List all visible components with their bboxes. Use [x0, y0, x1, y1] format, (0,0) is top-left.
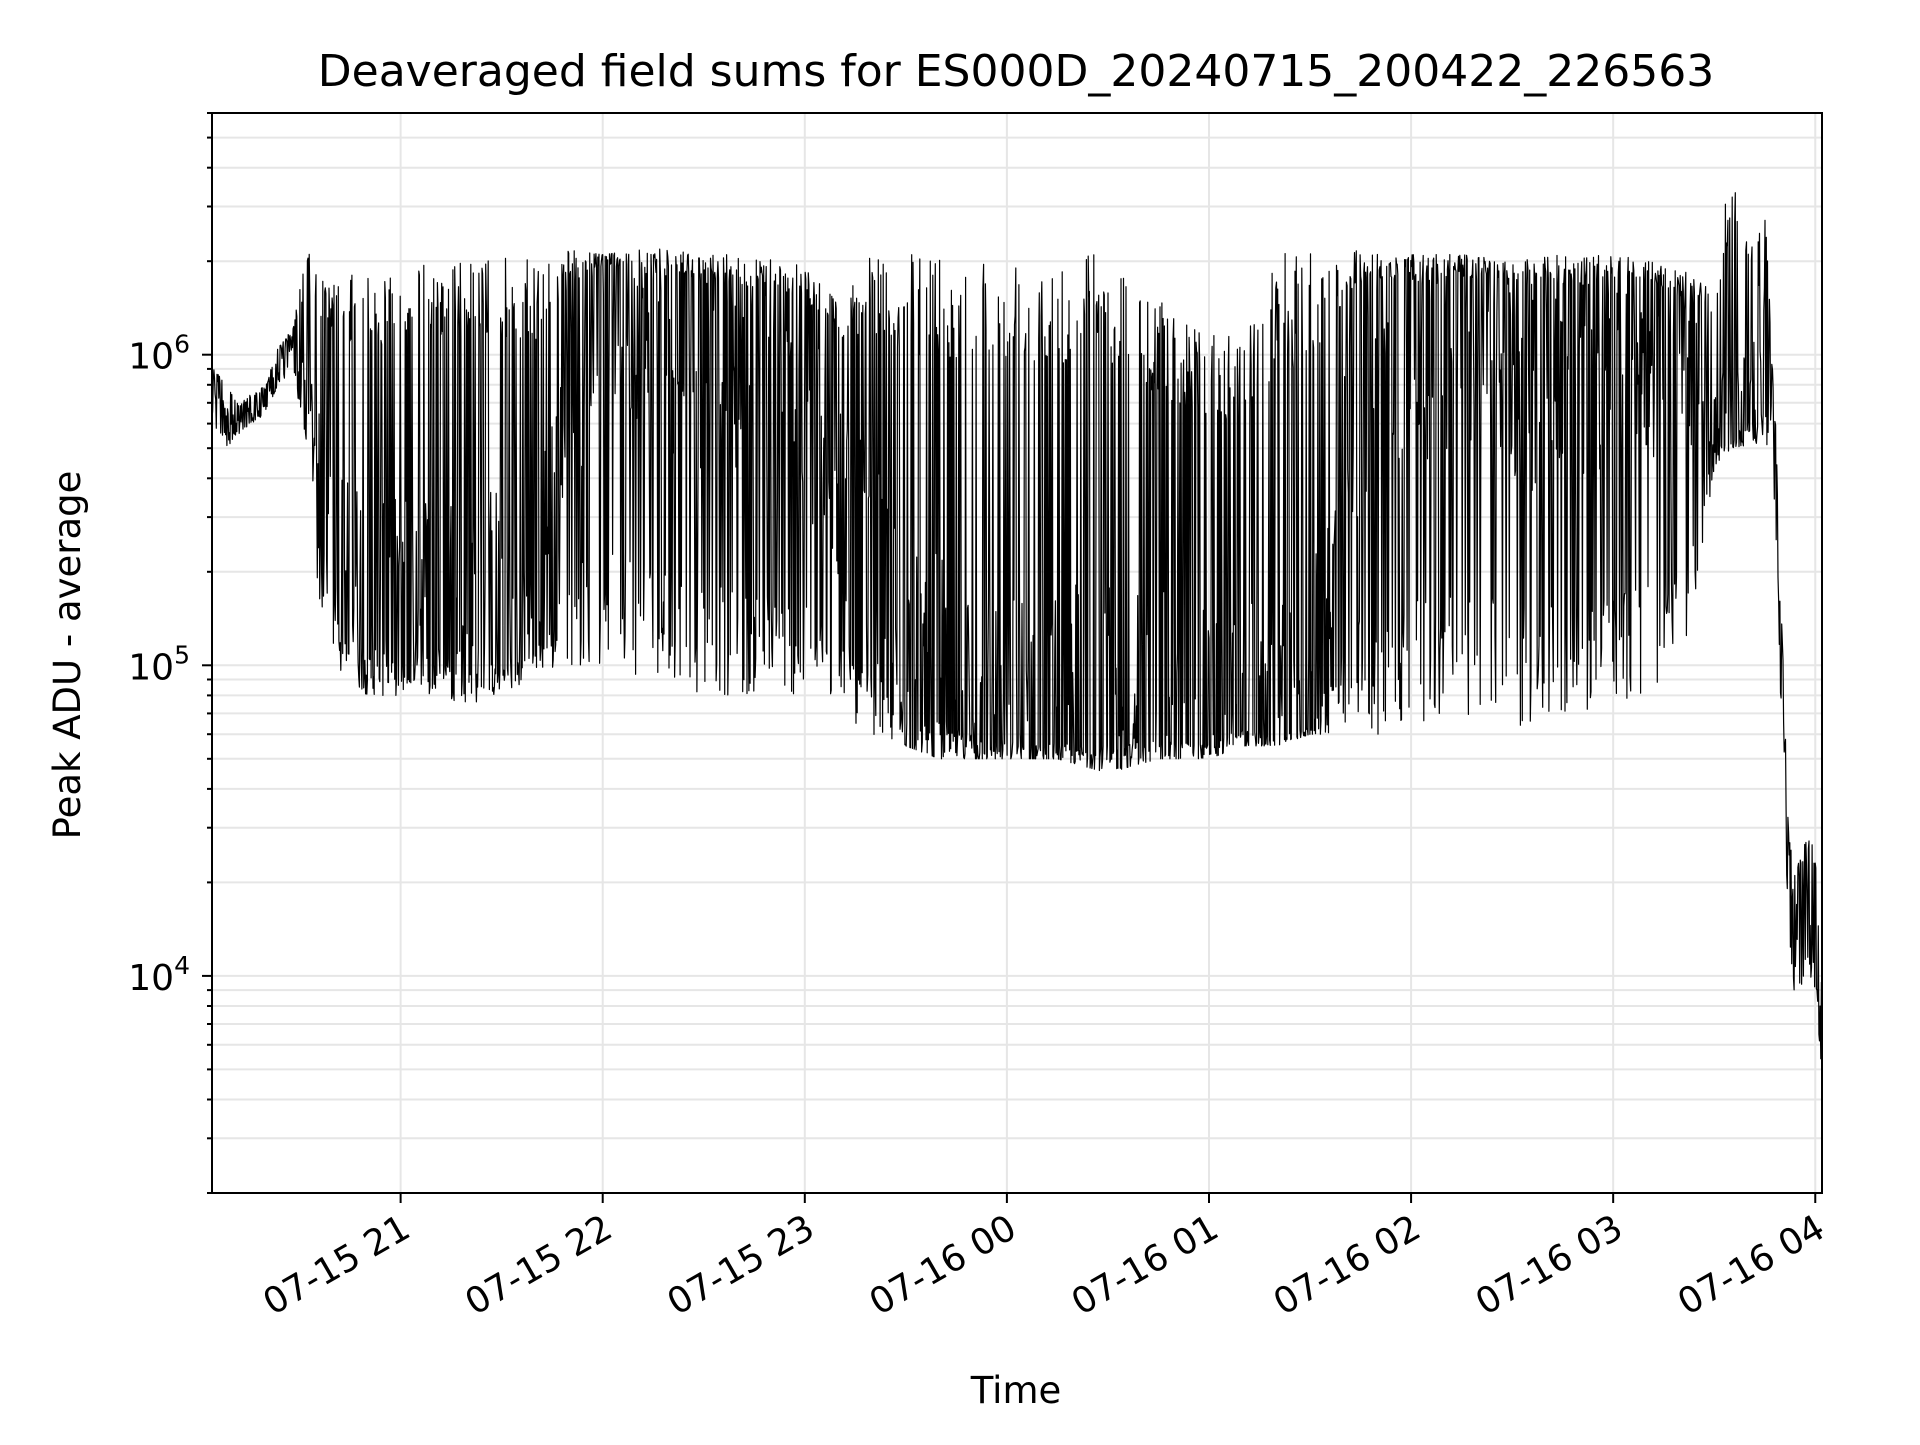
chart-title: Deaveraged field sums for ES000D_2024071… — [318, 46, 1714, 97]
y-axis: 104 105 106 — [128, 112, 212, 1194]
x-tick-label: 07-16 03 — [1469, 1207, 1630, 1323]
y-tick-label: 104 — [128, 951, 190, 999]
x-axis-label: Time — [970, 1369, 1062, 1412]
x-tick-label: 07-16 04 — [1671, 1207, 1832, 1323]
x-tick-label: 07-15 22 — [459, 1207, 620, 1323]
y-tick-label: 105 — [128, 640, 190, 688]
x-tick-label: 07-16 02 — [1267, 1207, 1428, 1323]
x-tick-label: 07-15 23 — [661, 1207, 822, 1323]
y-axis-label: Peak ADU - average — [46, 471, 89, 840]
series-group — [211, 192, 1823, 1081]
x-tick-label: 07-16 00 — [863, 1207, 1024, 1323]
series-line — [211, 192, 1823, 1081]
y-tick-label: 106 — [128, 330, 190, 378]
plot-frame — [211, 112, 1823, 1194]
x-axis: 07-15 21 07-15 22 07-15 23 07-16 00 07-16 01… — [256, 1193, 1832, 1324]
x-tick-label: 07-16 01 — [1065, 1207, 1226, 1323]
x-tick-label: 07-15 21 — [256, 1207, 417, 1323]
